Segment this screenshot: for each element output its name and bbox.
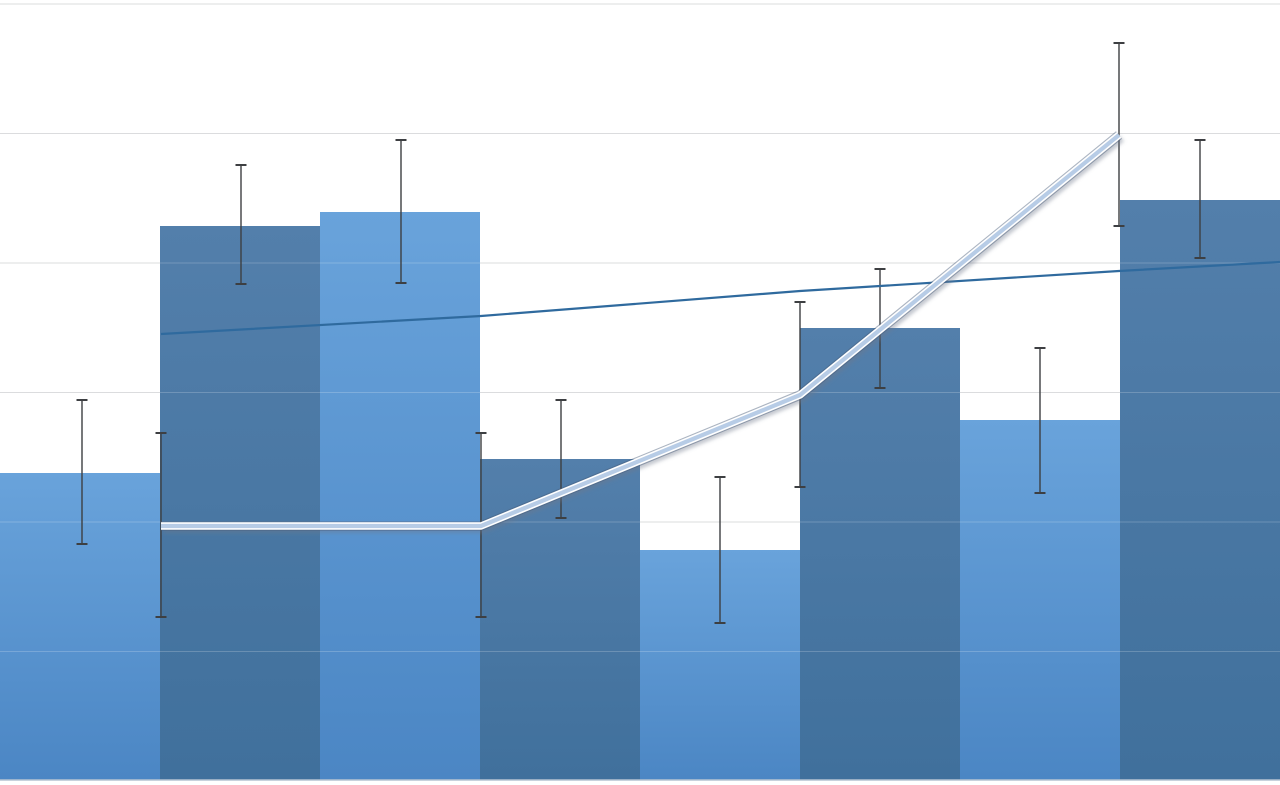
thick-line-core [161,133,1121,529]
thin-line-path [160,260,1280,336]
bar-error-1 [76,399,88,545]
bar-1 [0,473,160,780]
gridline-overlay [0,3,1280,652]
thick-highlight-line [161,131,1125,534]
bar-error-8 [1194,139,1206,259]
bar-4 [480,459,640,780]
line-error-4 [1113,42,1125,227]
bar-series [0,200,1280,780]
bar-error-7 [1034,347,1046,494]
bar-error-2 [235,164,247,285]
bar-error-5 [714,476,726,624]
bar-error-3 [395,139,407,284]
bar-6 [800,328,960,780]
bar-2 [160,226,320,780]
bar-3 [320,212,480,780]
bar-8 [1120,200,1280,780]
thin-trend-line [160,260,1280,336]
